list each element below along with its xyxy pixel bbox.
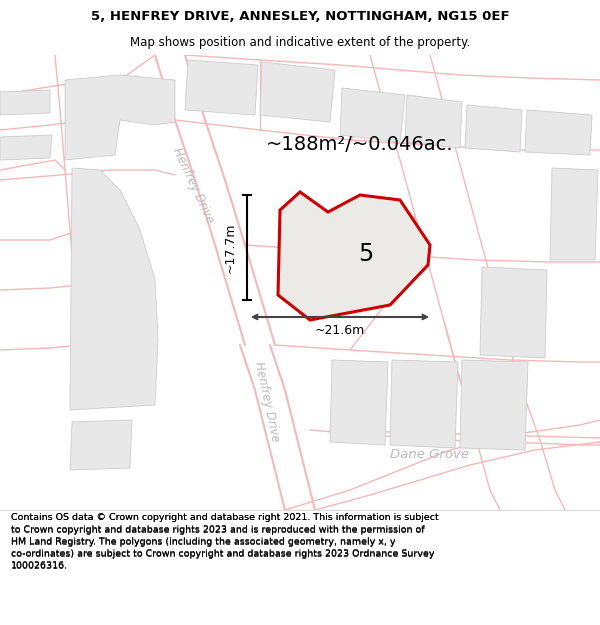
Text: ~21.6m: ~21.6m xyxy=(315,324,365,338)
Text: 5: 5 xyxy=(358,242,373,266)
Polygon shape xyxy=(260,62,335,122)
Polygon shape xyxy=(460,360,528,450)
Polygon shape xyxy=(0,135,52,160)
Polygon shape xyxy=(330,360,388,445)
Text: Contains OS data © Crown copyright and database right 2021. This information is : Contains OS data © Crown copyright and d… xyxy=(11,514,439,571)
Polygon shape xyxy=(278,192,430,320)
Polygon shape xyxy=(185,60,258,115)
Polygon shape xyxy=(525,110,592,155)
Text: 5, HENFREY DRIVE, ANNESLEY, NOTTINGHAM, NG15 0EF: 5, HENFREY DRIVE, ANNESLEY, NOTTINGHAM, … xyxy=(91,10,509,23)
Text: Contains OS data © Crown copyright and database right 2021. This information is : Contains OS data © Crown copyright and d… xyxy=(11,514,439,569)
Polygon shape xyxy=(0,90,50,115)
Text: Map shows position and indicative extent of the property.: Map shows position and indicative extent… xyxy=(130,36,470,49)
Text: ~188m²/~0.046ac.: ~188m²/~0.046ac. xyxy=(266,136,454,154)
Polygon shape xyxy=(405,95,462,148)
Polygon shape xyxy=(70,420,132,470)
Polygon shape xyxy=(390,360,458,448)
Polygon shape xyxy=(340,88,405,142)
Text: ~17.7m: ~17.7m xyxy=(224,222,237,272)
Polygon shape xyxy=(65,75,175,160)
Polygon shape xyxy=(70,168,158,410)
Text: Henfrey Drive: Henfrey Drive xyxy=(252,361,282,444)
Text: Henfrey Drive: Henfrey Drive xyxy=(170,145,216,225)
Polygon shape xyxy=(465,105,522,152)
Polygon shape xyxy=(480,267,547,358)
Text: Dane Grove: Dane Grove xyxy=(391,449,470,461)
Polygon shape xyxy=(550,168,598,260)
